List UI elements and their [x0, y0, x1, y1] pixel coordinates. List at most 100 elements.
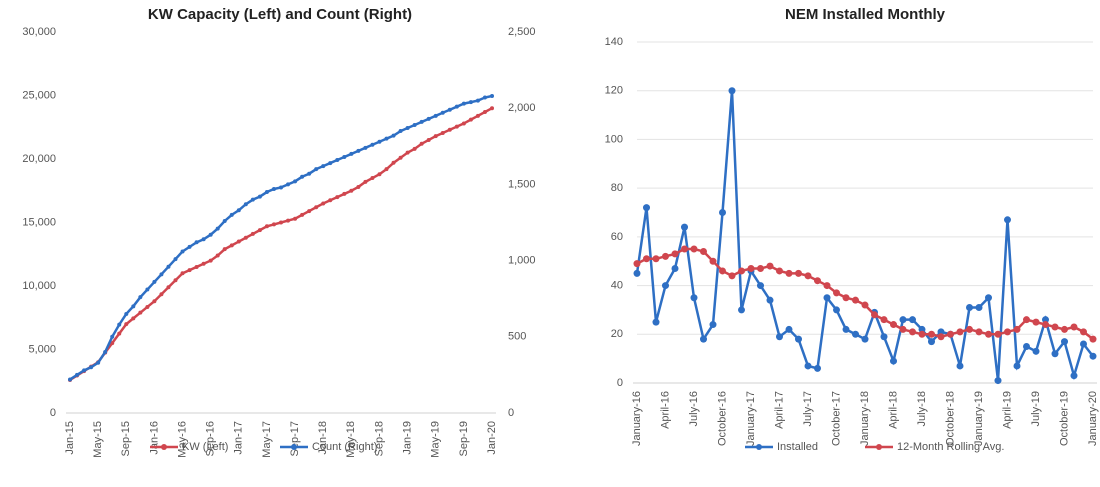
data-point	[229, 243, 234, 248]
data-point	[468, 117, 473, 122]
data-point	[384, 136, 389, 141]
data-point	[804, 272, 812, 280]
data-point	[447, 127, 452, 132]
x-tick-label: Jan-16	[148, 421, 160, 455]
data-point	[236, 239, 241, 244]
data-point	[377, 172, 382, 177]
legend-label: 12-Month Rolling Avg.	[897, 441, 1004, 453]
data-point	[321, 164, 326, 169]
data-point	[1042, 321, 1049, 329]
data-point	[994, 377, 1002, 385]
data-point	[662, 252, 669, 260]
data-point	[1061, 338, 1068, 346]
data-point	[928, 338, 935, 346]
data-point	[1023, 316, 1030, 324]
y-tick-label: 10,000	[22, 280, 56, 292]
data-point	[159, 272, 164, 277]
data-point	[757, 282, 764, 290]
data-point	[307, 171, 312, 176]
data-point	[766, 262, 774, 270]
legend-label: KW (Left)	[182, 441, 228, 453]
data-point	[314, 167, 319, 172]
data-point	[671, 250, 679, 258]
data-point	[719, 209, 726, 216]
data-point	[956, 328, 964, 336]
data-point	[852, 330, 859, 338]
data-point	[747, 265, 755, 273]
data-point	[728, 87, 736, 95]
data-point	[363, 145, 368, 150]
data-point	[728, 272, 736, 280]
data-point	[823, 282, 831, 290]
data-point	[633, 269, 641, 277]
data-point	[700, 335, 707, 343]
data-point	[419, 141, 424, 146]
data-point	[419, 119, 424, 124]
data-point	[852, 296, 859, 304]
y-tick-label: 0	[617, 377, 623, 389]
data-point	[814, 277, 821, 285]
data-point	[890, 321, 897, 329]
data-point	[356, 148, 361, 153]
data-point	[1080, 328, 1087, 336]
x-tick-label: Sep-16	[205, 421, 217, 456]
data-point	[110, 334, 115, 339]
data-point	[871, 311, 878, 319]
data-point	[880, 333, 888, 341]
data-point	[194, 240, 199, 245]
data-point	[279, 220, 283, 225]
data-point	[286, 218, 291, 223]
y-tick-label: 100	[605, 133, 623, 145]
data-point	[1089, 335, 1097, 343]
data-point	[131, 316, 136, 321]
data-point	[215, 253, 220, 258]
data-point	[461, 101, 466, 106]
y-tick-label: 140	[605, 36, 623, 48]
data-point	[1070, 372, 1078, 380]
data-point	[475, 113, 480, 118]
data-point	[243, 202, 248, 207]
data-point	[117, 322, 122, 327]
legend-marker	[161, 444, 167, 450]
data-point	[208, 258, 213, 263]
data-point	[482, 110, 487, 115]
data-point	[947, 330, 954, 338]
data-point	[229, 212, 234, 217]
data-point	[738, 267, 745, 275]
x-tick-label: April-18	[887, 391, 899, 429]
data-point	[490, 106, 494, 111]
data-point	[166, 264, 171, 269]
data-point	[124, 322, 129, 327]
data-point	[454, 104, 459, 109]
data-point	[757, 265, 764, 273]
x-tick-label: January-16	[631, 391, 643, 446]
data-point	[201, 261, 206, 266]
data-point	[700, 247, 707, 255]
data-point	[652, 255, 660, 263]
x-tick-label: Sep-19	[458, 421, 470, 456]
data-point	[286, 182, 291, 187]
data-point	[222, 218, 227, 223]
data-point	[279, 185, 283, 190]
data-point	[201, 237, 206, 242]
x-tick-label: July-18	[916, 391, 928, 426]
x-tick-label: May-17	[261, 421, 273, 458]
data-point	[131, 304, 136, 309]
data-point	[328, 198, 333, 203]
data-point	[405, 126, 410, 131]
data-point	[194, 264, 199, 269]
data-point	[766, 296, 774, 304]
legend-label: Count (Right)	[312, 441, 377, 453]
data-point	[1013, 362, 1021, 370]
data-point	[823, 294, 831, 302]
data-point	[236, 208, 241, 213]
data-point	[833, 289, 840, 297]
y-tick-label: 40	[611, 279, 623, 291]
x-tick-label: Jan-19	[402, 421, 414, 455]
x-tick-label: April-16	[659, 391, 671, 429]
data-point	[293, 179, 298, 184]
data-point	[377, 139, 382, 144]
data-point	[1051, 350, 1059, 358]
data-point	[709, 257, 717, 265]
